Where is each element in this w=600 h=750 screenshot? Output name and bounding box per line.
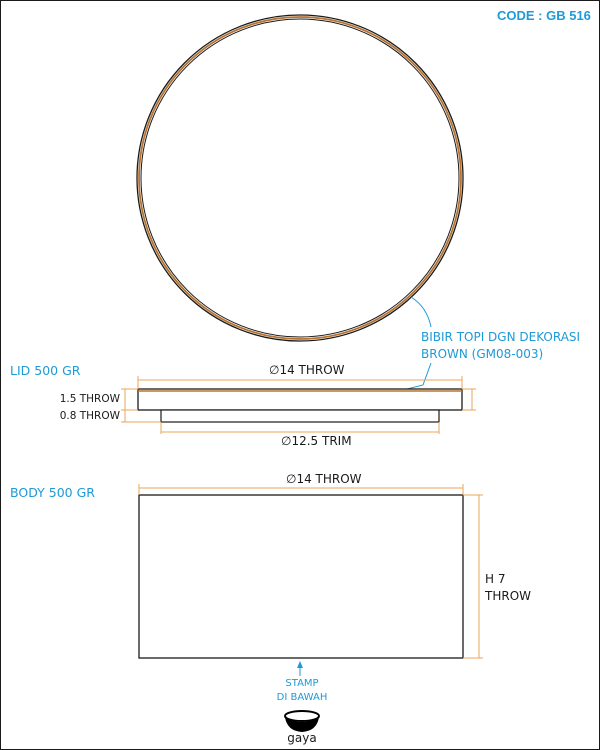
- lid-diameter-label: ∅14 THROW: [269, 363, 345, 377]
- lid-title: LID 500 GR: [10, 363, 81, 378]
- stamp-note: STAMP DI BAWAH: [269, 677, 335, 705]
- rim-note-leader: [410, 296, 432, 328]
- body-height-label: H 7 THROW: [485, 571, 531, 605]
- lid-trim-ring: [160, 409, 440, 423]
- trim-diameter-label: ∅12.5 TRIM: [281, 434, 352, 448]
- body-side-view: [138, 494, 464, 659]
- lid-inner-circle: [140, 18, 460, 338]
- lid-side-view: [137, 388, 463, 423]
- lid-dimensions: [121, 376, 476, 434]
- body-diameter-label: ∅14 THROW: [286, 472, 362, 486]
- brown-decoration-rim: [138, 16, 462, 340]
- lid-outer-circle: [136, 14, 464, 342]
- body-dimensions: [138, 484, 483, 659]
- lid-top-plate: [137, 388, 463, 411]
- product-code: CODE : GB 516: [497, 8, 591, 23]
- brand-name: gaya: [287, 731, 317, 745]
- lid-rim-thickness-label: 0.8 THROW: [59, 410, 120, 422]
- stamp-arrow-icon: [297, 661, 303, 676]
- rim-decoration-note: BIBIR TOPI DGN DEKORASI BROWN (GM08-003): [421, 329, 580, 363]
- lid-thickness-label: 1.5 THROW: [59, 393, 120, 405]
- body-title: BODY 500 GR: [10, 485, 95, 500]
- rim-note-leader-lower: [406, 362, 432, 390]
- rim-note-line1: BIBIR TOPI DGN DEKORASI: [421, 330, 581, 344]
- body-height-line2: THROW: [485, 589, 532, 603]
- body-height-line1: H 7: [485, 572, 506, 586]
- stamp-line1: STAMP: [285, 678, 319, 689]
- rim-note-line2: BROWN (GM08-003): [421, 347, 544, 361]
- bowl-logo-icon: [284, 710, 320, 732]
- lid-top-view: [136, 14, 464, 342]
- stamp-line2: DI BAWAH: [276, 692, 328, 703]
